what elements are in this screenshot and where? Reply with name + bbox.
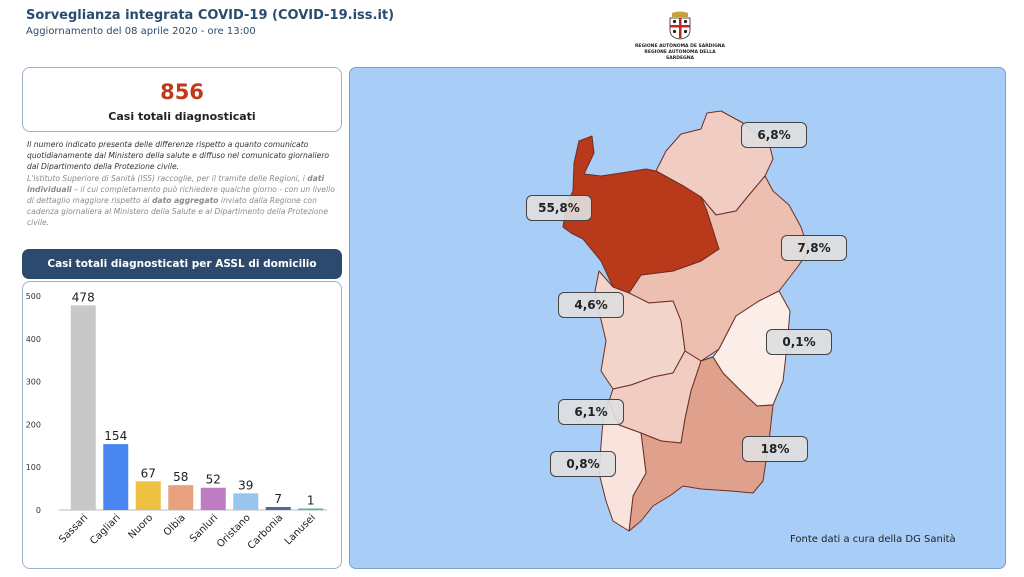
x-tick-label: Nuoro xyxy=(126,512,155,541)
note-paragraph-1: Il numero indicato presenta delle differ… xyxy=(27,140,330,172)
map-label-carbonia: 0,8% xyxy=(550,451,616,477)
x-tick-label: Cagliari xyxy=(88,512,123,547)
note-text: L'Istituto Superiore di Sanità (ISS) rac… xyxy=(27,173,308,183)
map-label-lanusei: 0,1% xyxy=(766,329,832,355)
bar-sanluri[interactable] xyxy=(200,487,226,510)
map-label-nuoro: 7,8% xyxy=(781,235,847,261)
note-paragraph-2: L'Istituto Superiore di Sanità (ISS) rac… xyxy=(27,173,342,229)
bar-value-label: 154 xyxy=(104,429,127,443)
chart-title-banner: Casi totali diagnosticati per ASSL di do… xyxy=(22,249,342,279)
disclaimer-note: Il numero indicato presenta delle differ… xyxy=(27,139,342,229)
bar-value-label: 67 xyxy=(141,466,156,480)
bar-carbonia[interactable] xyxy=(265,507,291,510)
x-tick-label: Sassari xyxy=(57,512,90,545)
x-tick-label: Sanluri xyxy=(188,512,220,544)
logo-text-sardinian: REGIONE AUTÒNOMA DE SARDIGNA xyxy=(634,44,726,49)
bar-lanusei[interactable] xyxy=(298,508,324,511)
map-label-cagliari: 18% xyxy=(742,436,808,462)
x-tick-label: Olbia xyxy=(162,512,188,538)
note-text: – il cui completamento può richiedere qu… xyxy=(27,184,335,206)
total-cases-label: Casi totali diagnosticati xyxy=(108,110,256,123)
x-tick-label: Lanusei xyxy=(283,512,318,547)
coat-of-arms-icon xyxy=(669,11,691,40)
y-tick-label: 500 xyxy=(26,292,41,301)
note-text: inviato dalla Regione con cadenza giorna… xyxy=(27,196,329,228)
y-tick-label: 200 xyxy=(26,420,41,429)
bar-cagliari[interactable] xyxy=(103,444,129,510)
y-tick-label: 0 xyxy=(36,506,41,515)
map-region-carbonia[interactable] xyxy=(598,400,647,532)
map-label-sassari: 55,8% xyxy=(526,195,592,221)
region-logo: REGIONE AUTÒNOMA DE SARDIGNA REGIONE AUT… xyxy=(632,10,728,62)
bar-value-label: 7 xyxy=(274,492,282,506)
bar-value-label: 58 xyxy=(173,470,188,484)
bar-value-label: 478 xyxy=(72,290,95,304)
x-tick-label: Carbonia xyxy=(246,512,286,552)
map-region-cagliari[interactable] xyxy=(628,356,774,532)
bar-value-label: 52 xyxy=(206,473,221,487)
total-cases-card: 856 Casi totali diagnosticati xyxy=(22,67,342,132)
y-tick-label: 400 xyxy=(26,335,41,344)
note-emphasis: dato aggregato xyxy=(152,196,219,206)
bar-chart-card: 0 100 200 300 400 500 478 Sassari 154 Cagliari 67 N… xyxy=(22,281,342,569)
logo-text-italian: REGIONE AUTONOMA DELLA SARDEGNA xyxy=(644,50,716,61)
bar-nuoro[interactable] xyxy=(135,481,161,510)
note-emphasis: dati individuali xyxy=(27,173,325,194)
map-label-oristano: 4,6% xyxy=(558,292,624,318)
update-timestamp: Aggiornamento del 08 aprile 2020 - ore 1… xyxy=(26,26,256,37)
bar-olbia[interactable] xyxy=(168,485,194,510)
bar-oristano[interactable] xyxy=(233,493,259,510)
map-label-sanluri: 6,1% xyxy=(558,399,624,425)
bar-value-label: 39 xyxy=(238,478,253,492)
y-tick-label: 100 xyxy=(26,463,41,472)
map-panel: 6,8% 55,8% 7,8% 4,6% 0,1% 6,1% 18% 0,8% xyxy=(349,67,1006,569)
total-cases-value: 856 xyxy=(160,80,204,104)
page-title: Sorveglianza integrata COVID-19 (COVID-1… xyxy=(26,8,395,23)
sardinia-map xyxy=(562,110,810,532)
map-label-olbia: 6,8% xyxy=(741,122,807,148)
y-tick-label: 300 xyxy=(26,378,41,387)
bar-value-label: 1 xyxy=(307,494,315,508)
bar-sassari[interactable] xyxy=(70,305,96,510)
bar-chart: 0 100 200 300 400 500 478 Sassari 154 Cagliari 67 N… xyxy=(26,290,327,552)
map-region-sassari[interactable] xyxy=(562,135,720,294)
data-source-note: Fonte dati a cura della DG Sanità xyxy=(790,534,956,545)
